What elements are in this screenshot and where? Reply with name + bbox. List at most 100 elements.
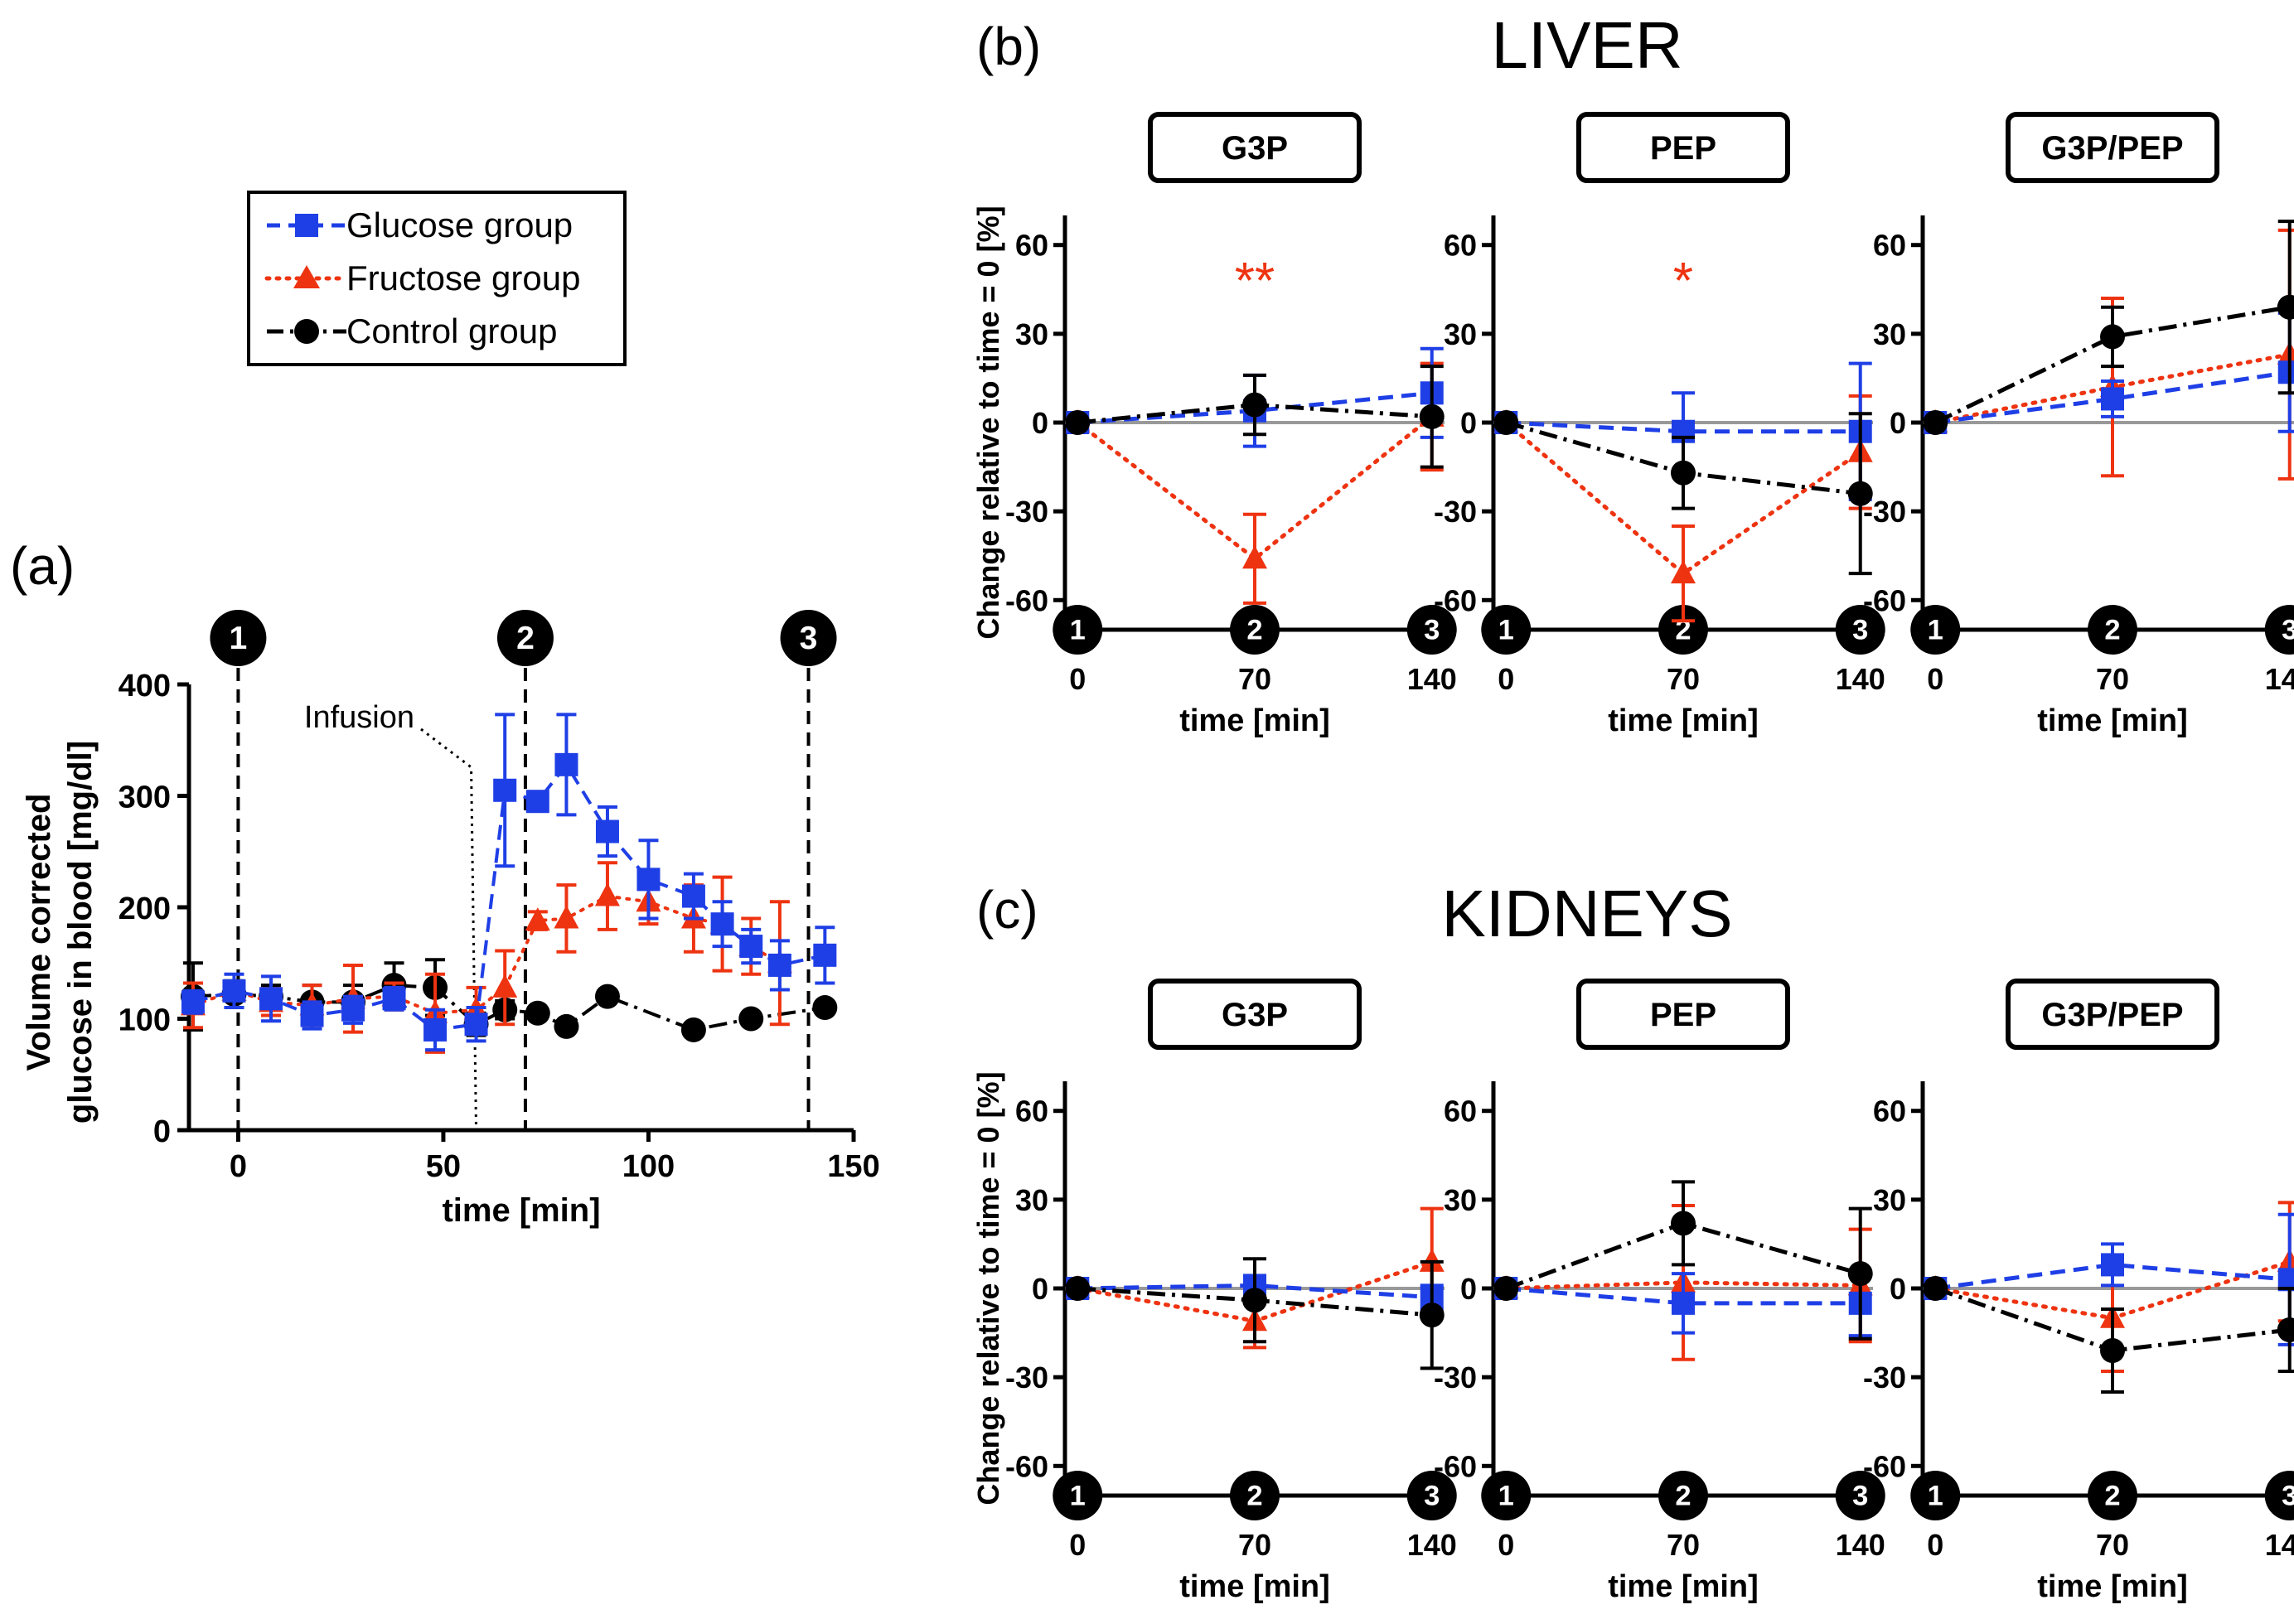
kidney-pep-control-point [1847,1261,1873,1287]
a-glucose-point [382,987,406,1011]
kidney-pep-timepoint-badge-label: 1 [1498,1480,1514,1511]
kidney-pep-y-tick-label: -30 [1434,1361,1477,1394]
liver-g3p-timepoint-badge: 1 [1053,605,1103,655]
kidney-pep-y-tick-label: -60 [1434,1449,1477,1483]
kidney-g3p-y-tick-label: 30 [1015,1183,1048,1217]
kidney-ratio-timepoint-badge: 2 [2088,1471,2137,1520]
a-y-tick-label: 200 [119,892,171,926]
a-control-point [554,1013,579,1039]
liver-g3p-control-point [1065,410,1091,435]
kidney-g3p-title-box [1148,979,1362,1050]
liver-ratio-x-tick-label: 140 [2265,662,2294,696]
kidney-g3p-timepoint-badge: 2 [1230,1471,1280,1520]
kidney-ratio-y-tick-label: 60 [1873,1095,1906,1129]
liver-pep-timepoint-badge-label: 1 [1498,614,1514,645]
a-glucose-point [636,868,661,892]
a-control-point [680,1017,706,1042]
a-y-tick-label: 400 [119,669,171,703]
a-fructose-point [554,905,579,929]
a-control-point [594,984,620,1009]
liver-pep-y-tick-label: -30 [1434,495,1477,529]
a-timepoint-badge-label: 3 [800,621,818,656]
liver-pep-x-tick-label: 0 [1498,662,1514,696]
liver-g3p-x-tick-label: 140 [1407,662,1457,696]
liver-ratio-timepoint-badge-circle [2088,605,2137,655]
kidney-pep-timepoint-badge-circle [1835,1471,1885,1520]
kidney-ratio-x-axis-label: time [min] [2037,1569,2188,1604]
kidney-pep-timepoint-badge-circle [1658,1471,1708,1520]
chart-liver-ratio: G3P/PEP -60 -30 0 30 60 1 0 2 70 3 140 time [min] [1863,112,2294,738]
liver-g3p-timepoint-badge: 2 [1230,605,1280,655]
panel-letter-a: (a) [10,536,75,596]
kidney-ratio-control-point [1923,1276,1948,1301]
legend: Glucose group Fructose group Control gro… [247,191,627,366]
liver-g3p-fructose-point [1242,545,1267,569]
kidney-g3p-timepoint-badge-circle [1053,1471,1103,1520]
kidney-g3p-timepoint-badge: 3 [1406,1471,1457,1520]
kidney-g3p-timepoint-badge-circle [1230,1471,1280,1520]
kidney-ratio-series-control [1923,1276,2294,1394]
kidney-pep-y-tick-label: 30 [1444,1183,1477,1217]
kidney-g3p-y-tick-label: -60 [1005,1449,1048,1483]
liver-ratio-y-tick-label: 30 [1873,317,1906,351]
kidney-pep-timepoint-badge-circle [1481,1471,1532,1520]
legend-fructose-marker [293,265,320,288]
liver-ratio-glucose-point [2101,387,2124,411]
a-timepoint-badge: 3 [780,610,837,666]
a-infusion-label: Infusion [304,700,414,735]
kidney-ratio-timepoint-badge: 3 [2264,1471,2294,1520]
liver-g3p-title-box [1148,112,1362,183]
liver-ratio-y-tick-label: -60 [1863,583,1906,617]
liver-ratio-y-tick-label: -30 [1863,495,1906,529]
liver-pep-fructose-point [1671,560,1696,584]
a-x-tick-label: 100 [622,1149,675,1184]
liver-g3p-y-tick-label: 0 [1032,406,1048,440]
liver-g3p-timepoint-badge-circle [1230,605,1280,655]
kidney-pep-series-glucose [1494,1269,1872,1338]
kidney-g3p-y-tick-label: 60 [1015,1095,1048,1129]
chart-kidney-pep: PEP -60 -30 0 30 60 1 0 2 70 3 140 time [min] [1434,979,1885,1604]
liver-pep-title-box [1576,112,1790,183]
a-glucose-point [525,790,549,814]
chart-panel-a: 0 100 200 300 400 0 50 100 150 time [min] Volume c… [21,610,880,1229]
liver-pep-y-tick-label: 60 [1444,229,1477,263]
kidney-g3p-y-axis-label-group: Change relative to time = 0 [%] [971,1071,1005,1505]
kidney-pep-glucose-point [1672,1291,1695,1315]
kidney-pep-x-axis-label: time [min] [1608,1569,1759,1604]
a-glucose-point [222,979,246,1003]
kidney-ratio-y-tick-label: -30 [1863,1361,1906,1394]
legend-glucose-marker [295,214,318,237]
a-glucose-point [813,943,837,967]
kidney-g3p-y-axis-label: Change relative to time = 0 [%] [971,1071,1005,1505]
panel-letter-c: (c) [976,880,1038,940]
liver-g3p-timepoint-badge-label: 1 [1070,614,1086,645]
liver-g3p-timepoint-badge-label: 2 [1246,614,1262,645]
liver-g3p-y-tick-label: -60 [1005,583,1048,617]
liver-g3p-x-tick-label: 70 [1238,662,1271,696]
kidney-ratio-x-tick-label: 0 [1927,1528,1943,1562]
legend-fructose-label: Fructose group [346,259,580,297]
kidney-ratio-control-point [2100,1338,2125,1363]
liver-pep-control-point [1493,410,1519,435]
liver-ratio-control-point [2100,324,2125,350]
kidney-g3p-timepoint-badge-label: 1 [1070,1480,1086,1511]
kidney-g3p-timepoint-badge: 1 [1053,1471,1103,1520]
liver-ratio-y-tick-label: 60 [1873,229,1906,263]
a-y-tick-label: 0 [153,1114,171,1149]
section-title-kidneys: KIDNEYS [1441,877,1732,950]
liver-pep-control-point [1671,460,1696,486]
liver-pep-x-tick-label: 70 [1667,662,1700,696]
a-glucose-point [554,752,578,776]
liver-pep-timepoint-badge: 3 [1835,605,1885,655]
kidney-ratio-y-tick-label: -60 [1863,1449,1906,1483]
kidney-g3p-control-point [1065,1276,1091,1301]
kidney-pep-timepoint-badge: 1 [1481,1471,1532,1520]
section-title-liver: LIVER [1491,8,1682,82]
liver-ratio-series-control [1923,220,2294,435]
kidney-ratio-timepoint-badge-circle [2264,1471,2294,1520]
kidney-ratio-timepoint-badge-label: 2 [2104,1480,2120,1511]
liver-g3p-y-tick-label: 30 [1015,317,1048,351]
a-glucose-point [681,884,705,908]
liver-pep-timepoint-badge-label: 3 [1852,614,1868,645]
